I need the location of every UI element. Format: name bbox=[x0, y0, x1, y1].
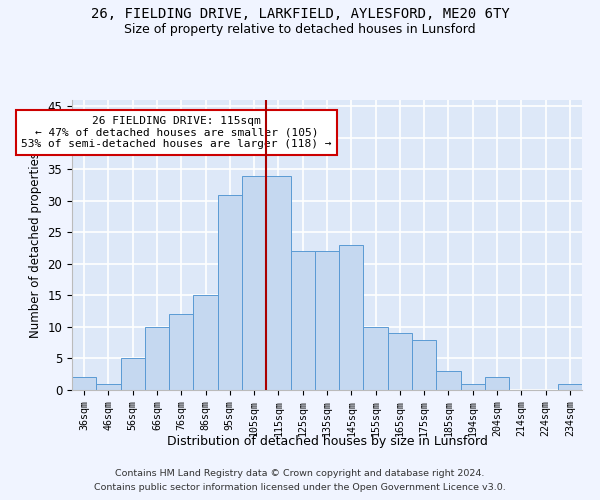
Bar bbox=[364, 327, 388, 390]
Bar bbox=[436, 371, 461, 390]
Bar bbox=[121, 358, 145, 390]
Bar bbox=[193, 296, 218, 390]
Text: Size of property relative to detached houses in Lunsford: Size of property relative to detached ho… bbox=[124, 22, 476, 36]
Text: Contains HM Land Registry data © Crown copyright and database right 2024.: Contains HM Land Registry data © Crown c… bbox=[115, 468, 485, 477]
Text: 26, FIELDING DRIVE, LARKFIELD, AYLESFORD, ME20 6TY: 26, FIELDING DRIVE, LARKFIELD, AYLESFORD… bbox=[91, 8, 509, 22]
Bar bbox=[266, 176, 290, 390]
Y-axis label: Number of detached properties: Number of detached properties bbox=[29, 152, 42, 338]
Text: Distribution of detached houses by size in Lunsford: Distribution of detached houses by size … bbox=[167, 435, 487, 448]
Bar bbox=[461, 384, 485, 390]
Bar bbox=[558, 384, 582, 390]
Text: Contains public sector information licensed under the Open Government Licence v3: Contains public sector information licen… bbox=[94, 484, 506, 492]
Bar bbox=[72, 378, 96, 390]
Bar bbox=[315, 252, 339, 390]
Bar bbox=[218, 194, 242, 390]
Text: 26 FIELDING DRIVE: 115sqm
← 47% of detached houses are smaller (105)
53% of semi: 26 FIELDING DRIVE: 115sqm ← 47% of detac… bbox=[21, 116, 332, 149]
Bar bbox=[242, 176, 266, 390]
Bar bbox=[96, 384, 121, 390]
Bar bbox=[169, 314, 193, 390]
Bar bbox=[485, 378, 509, 390]
Bar bbox=[145, 327, 169, 390]
Bar bbox=[412, 340, 436, 390]
Bar bbox=[290, 252, 315, 390]
Bar bbox=[339, 245, 364, 390]
Bar bbox=[388, 334, 412, 390]
